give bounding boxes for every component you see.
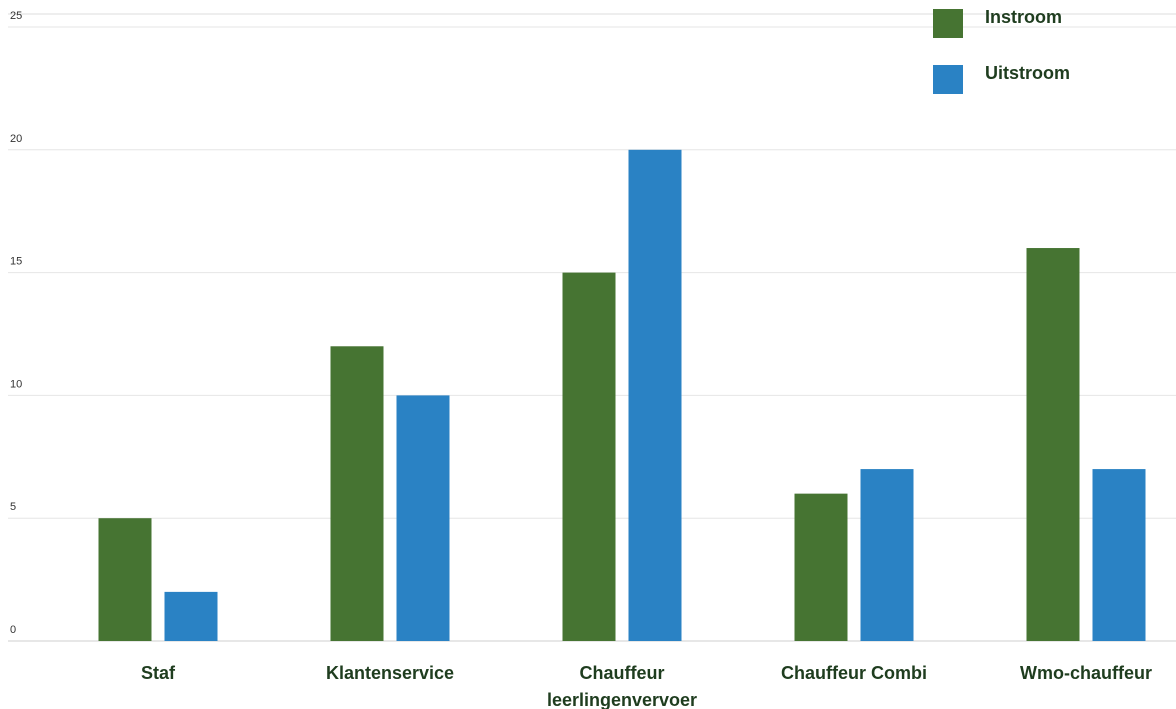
bar-uitstroom-4 bbox=[1092, 469, 1146, 641]
bar-uitstroom-3 bbox=[860, 469, 914, 641]
bar-uitstroom-1 bbox=[396, 395, 450, 641]
x-tick-label-2: Chauffeur leerlingenvervoer bbox=[547, 663, 697, 709]
y-tick-label-5: 5 bbox=[10, 501, 16, 513]
y-tick-label-25: 25 bbox=[10, 10, 22, 22]
x-tick-label-4: Wmo-chauffeur bbox=[1020, 663, 1152, 683]
y-tick-label-20: 20 bbox=[10, 133, 22, 145]
bar-instroom-1 bbox=[330, 346, 384, 641]
legend-label-uitstroom: Uitstroom bbox=[985, 63, 1070, 83]
bar-uitstroom-0 bbox=[164, 591, 218, 641]
y-tick-label-15: 15 bbox=[10, 256, 22, 268]
bar-instroom-4 bbox=[1026, 248, 1080, 642]
bar-instroom-3 bbox=[794, 493, 848, 641]
x-tick-label-0: Staf bbox=[141, 663, 176, 683]
legend-label-instroom: Instroom bbox=[985, 7, 1062, 27]
bar-instroom-0 bbox=[98, 518, 152, 641]
y-tick-label-10: 10 bbox=[10, 378, 22, 390]
x-tick-label-1: Klantenservice bbox=[326, 663, 454, 683]
x-tick-label-3: Chauffeur Combi bbox=[781, 663, 927, 683]
x-axis-labels: Staf Klantenservice Chauffeur leerlingenver… bbox=[141, 663, 1152, 709]
legend-swatch-instroom bbox=[933, 9, 963, 38]
bar-instroom-2 bbox=[562, 272, 616, 641]
bars bbox=[98, 149, 1146, 642]
legend-swatch-uitstroom bbox=[933, 65, 963, 94]
y-tick-label-0: 0 bbox=[10, 624, 16, 636]
legend: Instroom Uitstroom bbox=[933, 7, 1070, 94]
bar-uitstroom-2 bbox=[628, 149, 682, 642]
y-axis-ticks: 0 5 10 15 20 25 bbox=[10, 10, 22, 636]
